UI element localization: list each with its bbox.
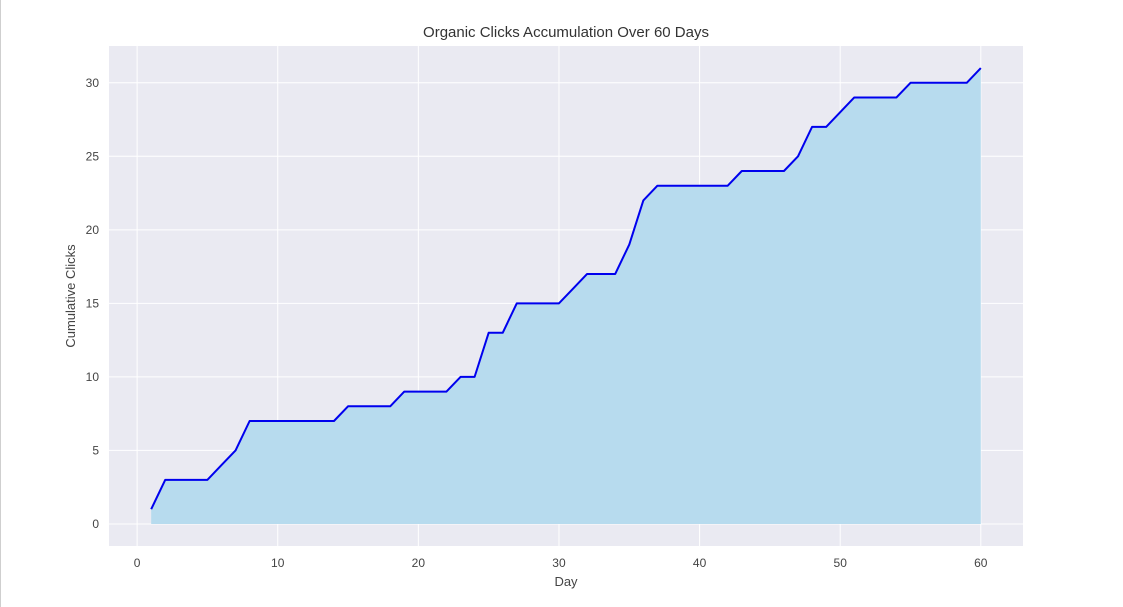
- x-tick-label: 10: [271, 556, 285, 570]
- chart-title: Organic Clicks Accumulation Over 60 Days: [423, 24, 709, 41]
- y-tick-label: 15: [86, 296, 100, 310]
- series-line: [150, 67, 982, 510]
- x-tick-label: 50: [834, 556, 848, 570]
- y-tick-label: 0: [92, 517, 99, 531]
- y-axis-label: Cumulative Clicks: [63, 244, 78, 348]
- x-axis-label: Day: [554, 574, 578, 589]
- x-tick-label: 0: [134, 556, 141, 570]
- y-tick-label: 5: [92, 443, 99, 457]
- y-tick-label: 30: [86, 76, 100, 90]
- y-tick-label: 25: [86, 149, 100, 163]
- y-tick-label: 10: [86, 370, 100, 384]
- x-tick-label: 20: [412, 556, 426, 570]
- x-tick-label: 60: [974, 556, 988, 570]
- tick-labels: 0 10 20 30 40 50 60 0 5 10 15 20 25 30: [86, 76, 988, 570]
- y-tick-label: 20: [86, 223, 100, 237]
- x-tick-label: 40: [693, 556, 707, 570]
- x-tick-label: 30: [552, 556, 566, 570]
